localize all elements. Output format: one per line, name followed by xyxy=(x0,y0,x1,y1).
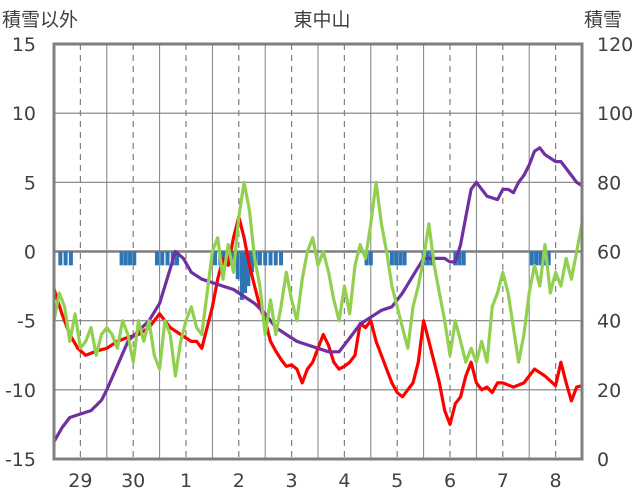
x-tick-label: 4 xyxy=(338,470,350,492)
snow-bar xyxy=(68,251,73,266)
left-tick-label: 15 xyxy=(12,34,36,56)
right-tick-label: 60 xyxy=(597,242,621,264)
snow-bar xyxy=(63,251,68,266)
series-lines xyxy=(52,146,584,444)
snow-bar xyxy=(123,251,128,266)
left-tick-label: 10 xyxy=(12,103,36,125)
snow-bar xyxy=(529,251,534,266)
right-tick-label: 0 xyxy=(597,449,609,471)
left-tick-label: 5 xyxy=(24,172,36,194)
x-axis-ticks: 29 30 1 2 3 4 5 6 7 8 xyxy=(68,470,561,492)
snow-bar xyxy=(263,251,268,266)
left-tick-label: 0 xyxy=(24,242,36,264)
right-tick-label: 80 xyxy=(597,172,621,194)
snow-bar xyxy=(175,251,180,266)
chart-title: 東中山 xyxy=(293,9,350,31)
x-tick-label: 5 xyxy=(391,470,403,492)
x-tick-label: 7 xyxy=(497,470,509,492)
left-axis-ticks: 15 10 5 0 -5 -10 -15 xyxy=(5,34,36,471)
snow-bar xyxy=(389,251,394,266)
right-axis-title: 積雪 xyxy=(584,9,622,31)
snow-bar xyxy=(154,251,159,266)
right-tick-label: 20 xyxy=(597,380,621,402)
snow-bar xyxy=(239,251,244,300)
x-tick-label: 6 xyxy=(444,470,456,492)
snow-bar xyxy=(119,251,124,266)
series-line-3 xyxy=(52,180,584,378)
snow-bar xyxy=(538,251,543,266)
snow-bar xyxy=(58,251,63,266)
snow-bar xyxy=(534,251,539,266)
snow-bar xyxy=(273,251,278,266)
snow-bar xyxy=(457,251,462,266)
grid-lines xyxy=(54,44,582,459)
snow-bar xyxy=(160,251,165,266)
series-line-1 xyxy=(52,215,584,426)
snow-bar xyxy=(394,251,399,266)
left-tick-label: -10 xyxy=(5,380,36,402)
x-tick-label: 29 xyxy=(68,470,92,492)
right-axis-ticks: 120 100 80 60 40 20 0 xyxy=(597,34,633,471)
right-tick-label: 100 xyxy=(597,103,633,125)
plot-frame xyxy=(52,42,584,461)
snow-bar xyxy=(398,251,403,266)
snow-bar xyxy=(132,251,137,266)
left-tick-label: -5 xyxy=(17,311,36,333)
snow-bar xyxy=(235,251,240,280)
snow-bar xyxy=(246,251,251,287)
snow-bar xyxy=(243,251,248,293)
x-tick-label: 8 xyxy=(550,470,562,492)
left-axis-title: 積雪以外 xyxy=(2,9,78,31)
snow-bar xyxy=(257,251,262,266)
x-tick-label: 2 xyxy=(233,470,245,492)
snow-bar xyxy=(402,251,407,266)
x-tick-label: 30 xyxy=(121,470,145,492)
snow-bar xyxy=(279,251,284,266)
snow-bar xyxy=(546,251,551,266)
snow-bar xyxy=(128,251,133,266)
snow-bar xyxy=(213,251,218,266)
snow-bar xyxy=(461,251,466,266)
snow-bar xyxy=(165,251,170,266)
x-tick-label: 1 xyxy=(180,470,192,492)
left-tick-label: -15 xyxy=(5,449,36,471)
snow-bar xyxy=(268,251,273,266)
right-tick-label: 120 xyxy=(597,34,633,56)
snow-bar xyxy=(368,251,373,266)
snow-bar xyxy=(250,251,254,273)
series-line-2 xyxy=(52,146,584,444)
x-tick-label: 3 xyxy=(286,470,298,492)
right-tick-label: 40 xyxy=(597,311,621,333)
